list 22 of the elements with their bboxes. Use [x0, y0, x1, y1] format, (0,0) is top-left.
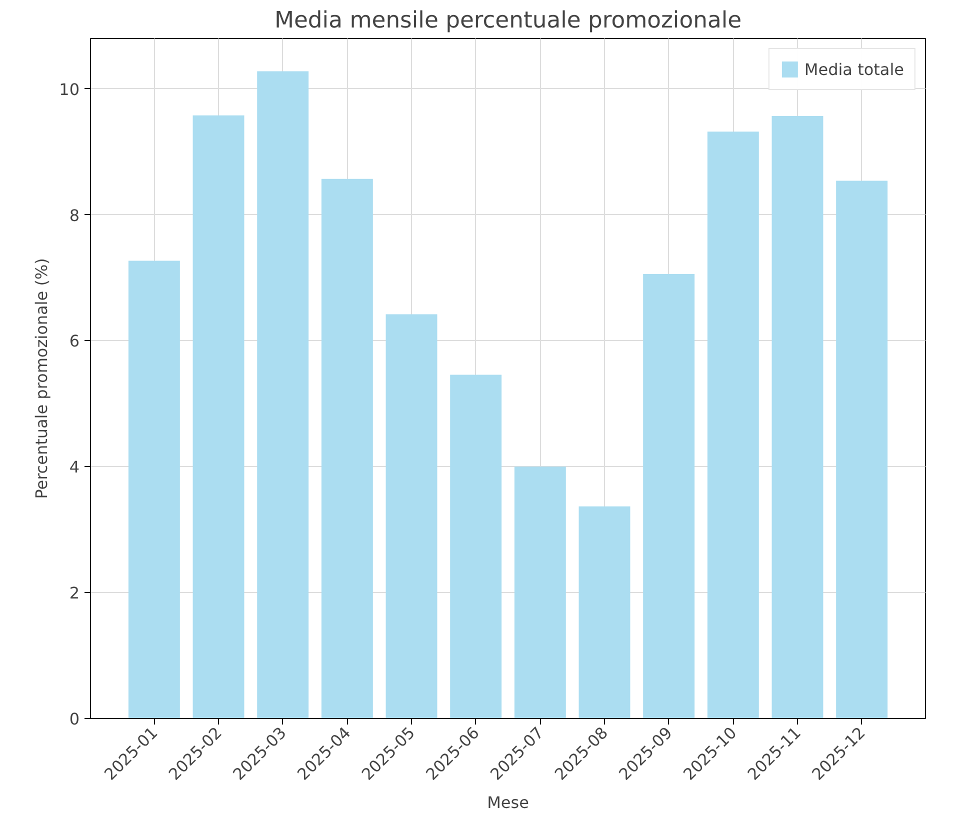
chart-title: Media mensile percentuale promozionale	[274, 8, 742, 34]
bar	[257, 71, 309, 718]
bar	[643, 274, 695, 718]
bar	[772, 116, 824, 718]
bar	[386, 314, 438, 718]
bar	[836, 180, 888, 718]
y-tick-label: 8	[69, 206, 80, 225]
y-tick-label: 2	[69, 584, 80, 603]
y-tick-label: 0	[69, 710, 80, 728]
bar	[707, 132, 759, 718]
legend-label: Media totale	[804, 60, 904, 78]
bar	[192, 115, 244, 718]
y-axis-title: Percentuale promozionale (%)	[32, 258, 52, 499]
bar	[321, 178, 373, 718]
y-tick-label: 6	[69, 332, 80, 351]
bar	[128, 260, 180, 718]
y-tick-label: 10	[59, 80, 80, 99]
bar	[450, 374, 502, 718]
y-tick-label: 4	[69, 458, 80, 477]
x-axis-title: Mese	[487, 793, 529, 812]
bar	[514, 466, 566, 718]
bar	[578, 506, 630, 718]
